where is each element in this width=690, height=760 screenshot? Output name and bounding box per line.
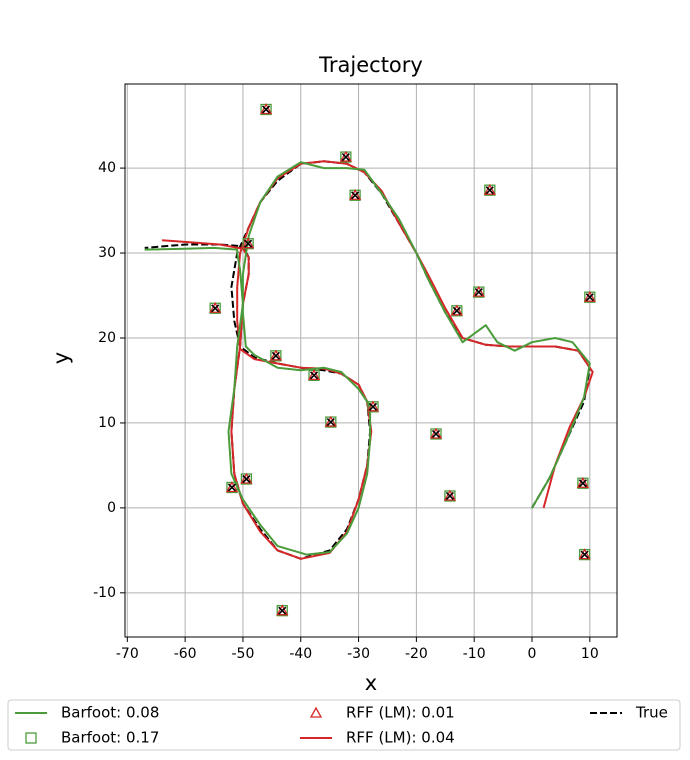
marker — [431, 429, 441, 439]
series-line — [161, 160, 594, 560]
x-tick-label: -70 — [116, 646, 139, 662]
marker — [209, 301, 222, 313]
x-axis-label: x — [365, 671, 377, 695]
marker — [341, 152, 350, 162]
marker — [445, 491, 454, 501]
marker — [578, 548, 591, 560]
legend-label: RFF (LM): 0.04 — [346, 729, 455, 747]
y-axis-label: y — [49, 352, 73, 364]
marker — [309, 371, 319, 380]
marker — [578, 479, 587, 488]
x-tick-label: 10 — [581, 646, 599, 662]
series-line — [144, 161, 591, 556]
plot-frame — [124, 83, 618, 638]
marker — [244, 239, 253, 248]
y-tick-label: 10 — [98, 415, 116, 431]
chart-title: Trajectory — [318, 53, 423, 77]
marker — [240, 472, 253, 484]
marker — [259, 103, 273, 115]
legend-label: RFF (LM): 0.01 — [346, 704, 455, 722]
marker — [278, 606, 287, 615]
marker — [580, 550, 589, 559]
x-tick-label: -50 — [232, 646, 255, 662]
legend-label: Barfoot: 0.17 — [61, 729, 159, 747]
marker — [211, 304, 220, 313]
series-line — [144, 160, 591, 560]
marker — [483, 183, 496, 195]
marker — [472, 285, 485, 297]
y-tick-label: 30 — [98, 245, 116, 261]
x-tick-label: -30 — [347, 646, 370, 662]
marker — [485, 186, 494, 195]
marker — [366, 400, 380, 412]
marker — [429, 427, 443, 439]
marker — [452, 306, 461, 315]
marker — [242, 474, 251, 484]
marker — [225, 481, 239, 493]
marker — [269, 349, 282, 361]
x-tick-label: -20 — [405, 646, 428, 662]
legend-label: Barfoot: 0.08 — [61, 704, 159, 722]
legend-frame — [7, 699, 681, 751]
x-tick-label: 0 — [528, 646, 537, 662]
y-tick-label: -10 — [93, 585, 116, 601]
marker — [585, 293, 594, 302]
y-tick-label: 20 — [98, 330, 116, 346]
marker — [443, 489, 457, 501]
marker — [276, 604, 289, 616]
marker — [262, 105, 271, 114]
y-tick-label: 0 — [107, 500, 116, 516]
legend-marker — [25, 732, 37, 744]
marker — [307, 369, 321, 381]
marker — [227, 483, 237, 492]
x-tick-label: -60 — [174, 646, 197, 662]
y-tick-label: 40 — [98, 160, 116, 176]
marker — [242, 237, 255, 249]
marker — [474, 288, 483, 297]
marker — [583, 290, 596, 302]
legend-label: True — [635, 704, 668, 722]
marker — [450, 304, 463, 316]
marker — [339, 150, 352, 162]
marker — [368, 402, 378, 411]
marker — [324, 415, 337, 427]
marker — [271, 351, 280, 360]
marker — [576, 476, 589, 488]
marker — [348, 188, 362, 200]
x-tick-label: -40 — [289, 646, 312, 662]
x-tick-label: -10 — [463, 646, 486, 662]
marker — [326, 418, 335, 427]
marker — [351, 191, 360, 200]
legend-marker — [309, 706, 323, 718]
